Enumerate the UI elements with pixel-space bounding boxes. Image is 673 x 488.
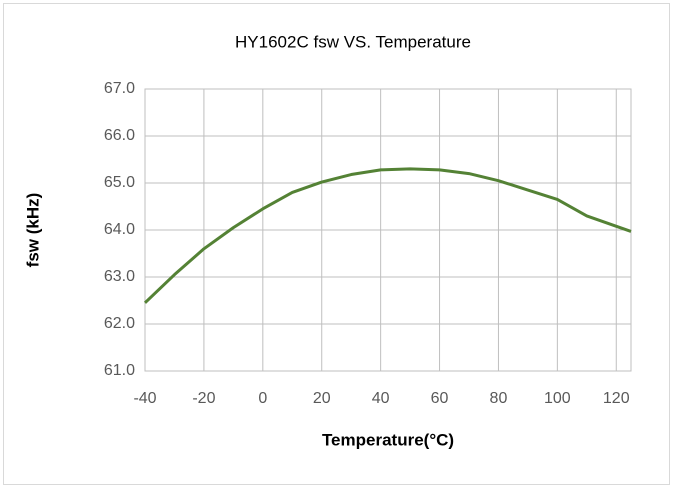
- y-tick-label: 63.0: [104, 268, 135, 285]
- x-tick-label: 80: [490, 390, 508, 407]
- chart-title: HY1602C fsw VS. Temperature: [235, 32, 471, 51]
- x-tick-label: 100: [544, 390, 571, 407]
- x-tick-label: 20: [313, 390, 331, 407]
- x-tick-label: 0: [258, 390, 267, 407]
- y-tick-label: 67.0: [104, 80, 135, 97]
- y-axis-label: fsw (kHz): [23, 193, 42, 268]
- data-line: [143, 167, 632, 304]
- y-tick-label: 61.0: [104, 362, 135, 379]
- x-tick-label: 120: [603, 390, 630, 407]
- y-tick-label: 64.0: [104, 221, 135, 238]
- y-tick-label: 65.0: [104, 174, 135, 191]
- x-tick-label: -20: [192, 390, 215, 407]
- x-tick-label: 60: [431, 390, 449, 407]
- y-tick-label: 66.0: [104, 127, 135, 144]
- x-tick-label: -40: [133, 390, 156, 407]
- chart-border: [3, 3, 670, 485]
- y-tick-label: 62.0: [104, 315, 135, 332]
- x-tick-label: 40: [372, 390, 390, 407]
- x-axis-label: Temperature(°C): [322, 430, 454, 449]
